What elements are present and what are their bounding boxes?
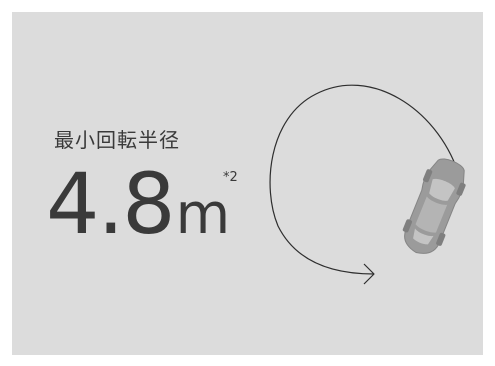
spec-panel: 最小回転半径 4.8m *2 xyxy=(12,12,483,355)
spec-value: 4.8m xyxy=(46,162,230,246)
turning-radius-diagram xyxy=(269,84,466,285)
car-top-view-icon xyxy=(402,158,466,254)
arc-arrowhead-icon xyxy=(363,263,375,285)
turning-radius-arc-icon xyxy=(269,84,459,275)
spec-number: 4.8 xyxy=(46,155,176,253)
spec-unit: m xyxy=(175,182,231,247)
spec-label: 最小回転半径 xyxy=(54,128,180,152)
spec-footnote: *2 xyxy=(223,170,238,185)
